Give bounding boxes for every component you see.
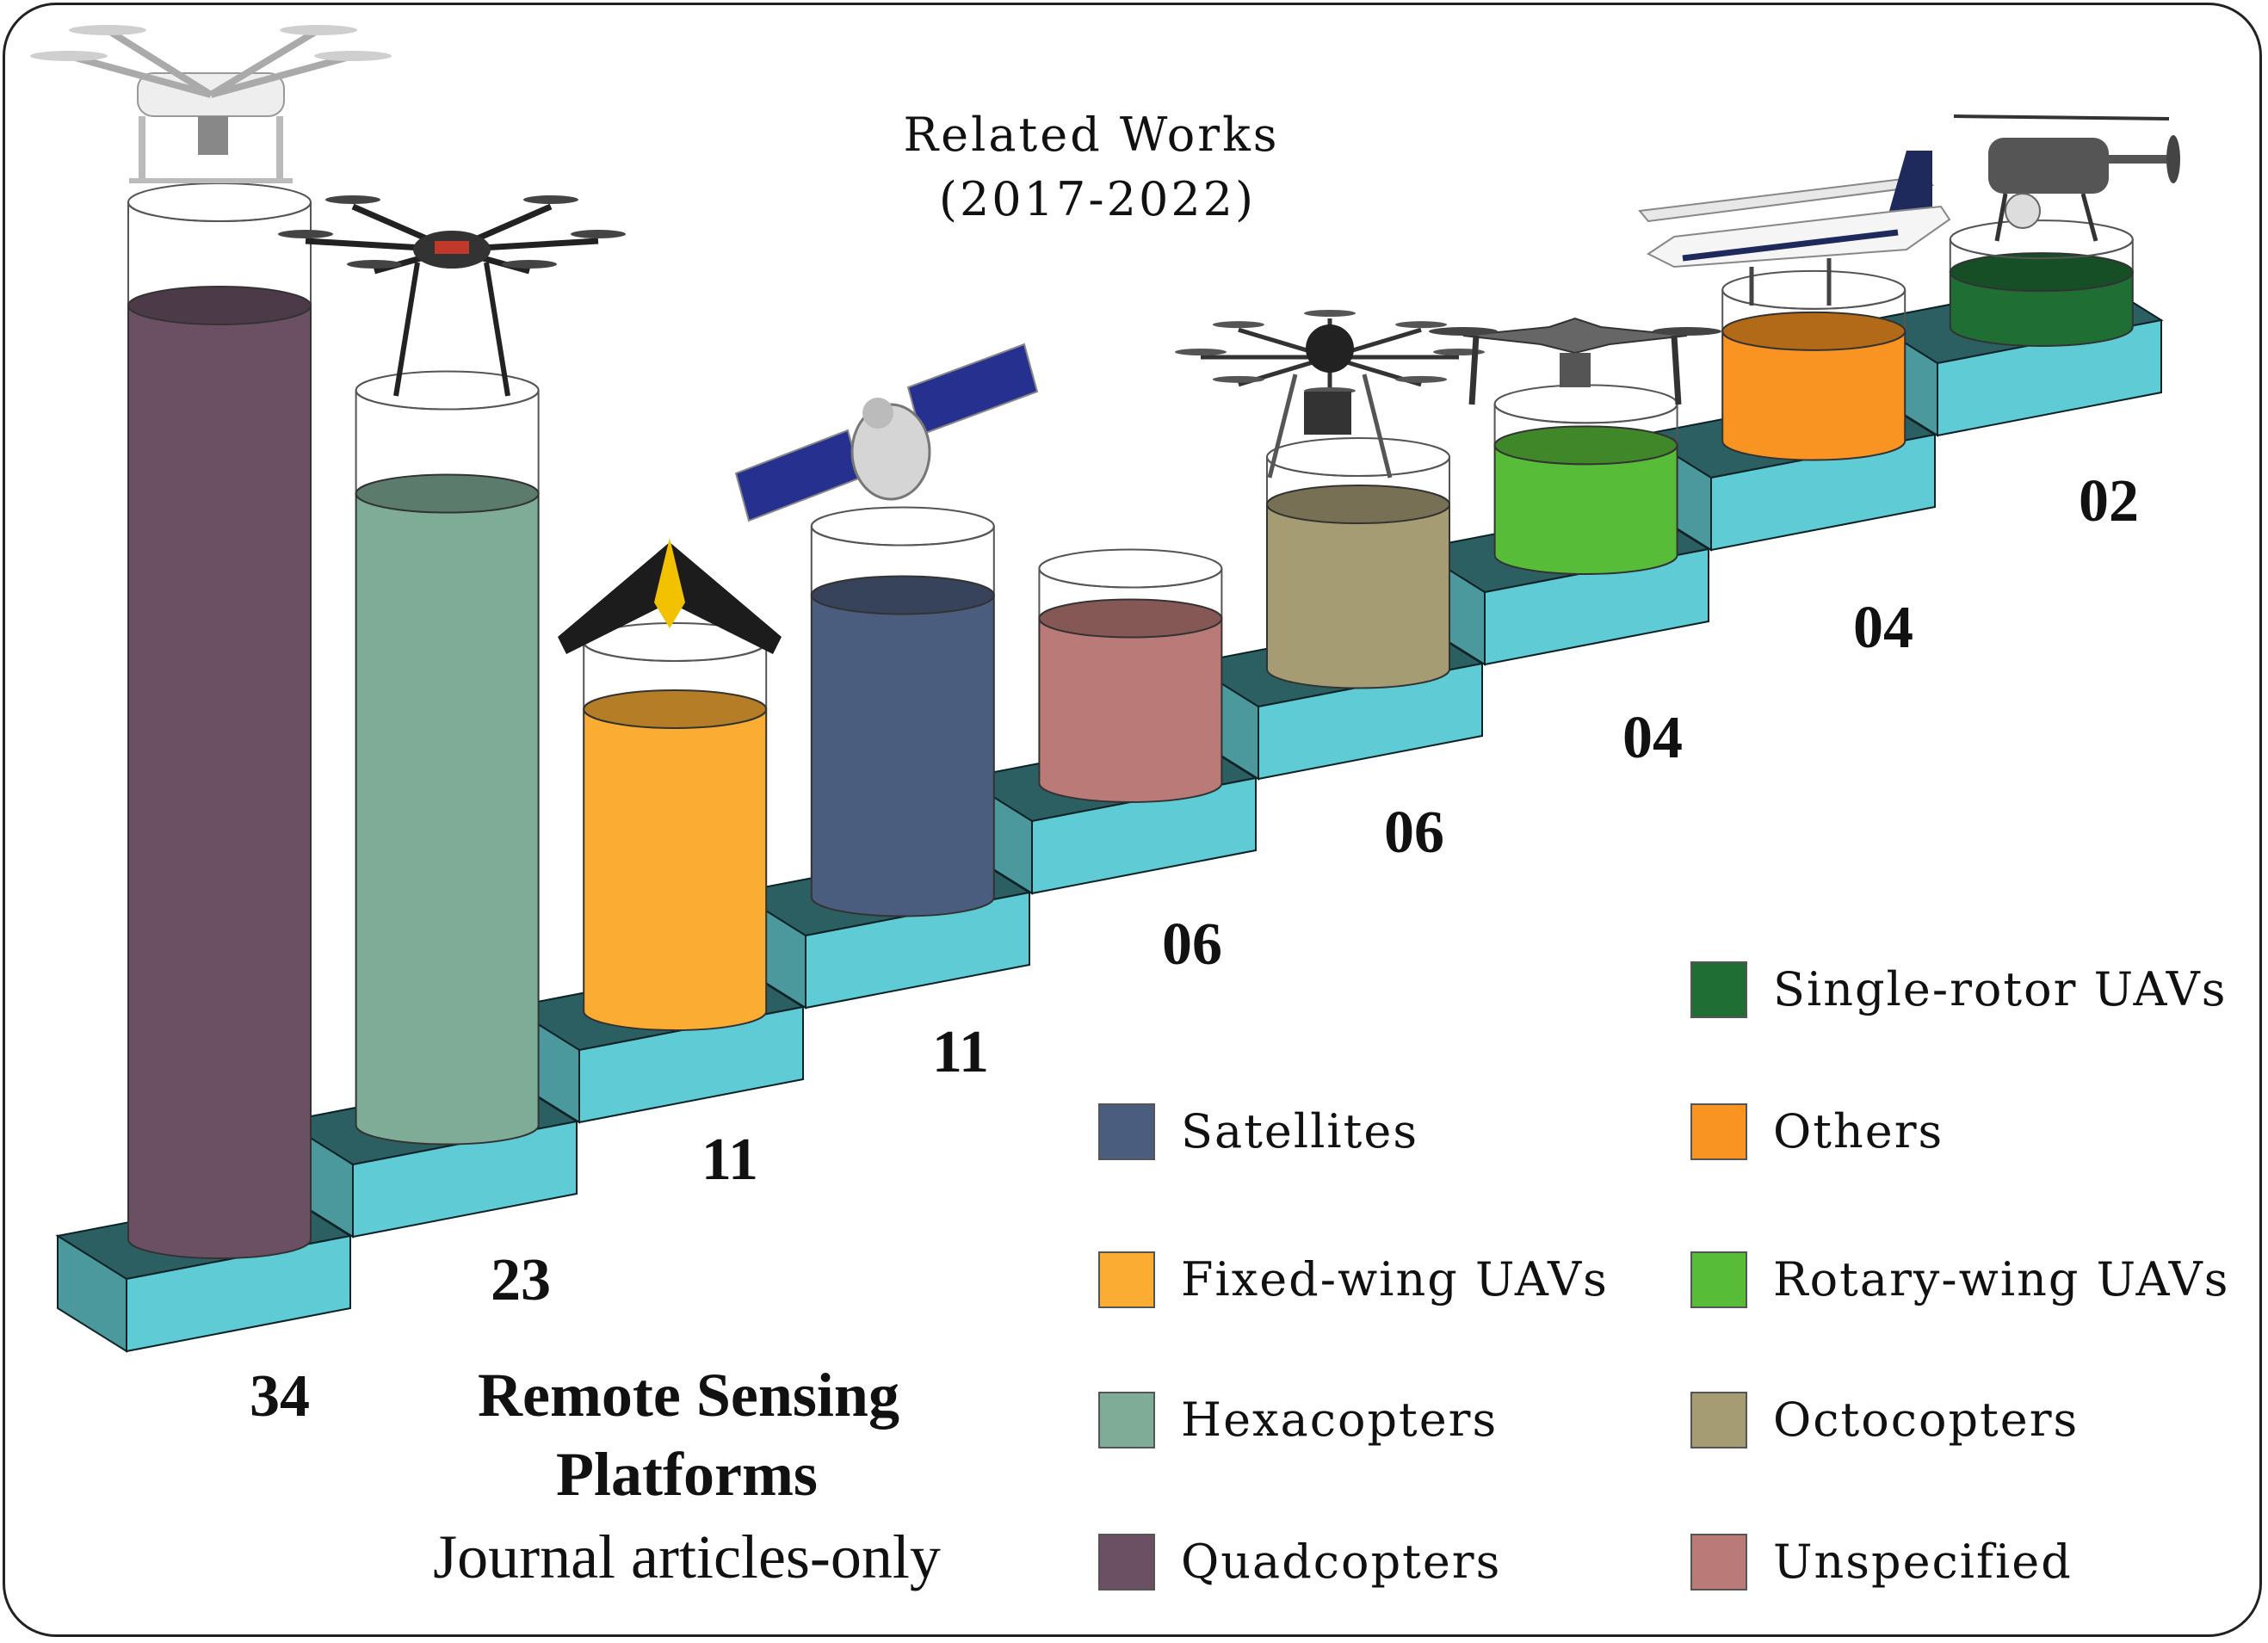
value-label: 11 — [932, 1019, 989, 1085]
chart-title-line2: (2017-2022) — [939, 172, 1256, 226]
glass-front-rim — [355, 390, 540, 411]
bar-top — [1266, 485, 1450, 525]
legend: Single-rotor UAVs Satellites Others Fixed-w… — [1098, 961, 2230, 1590]
glass-front-rim — [583, 641, 768, 662]
glass-front-rim — [127, 201, 312, 222]
hexacopter-icon — [278, 195, 626, 397]
glass-front-rim — [1949, 239, 2134, 260]
glass-front-rim — [1038, 568, 1223, 589]
quadcopter-icon — [30, 25, 392, 183]
octocopter-icon — [1175, 310, 1485, 479]
legend-label: Fixed-wing UAVs — [1181, 1252, 1609, 1306]
legend-swatch — [1690, 1251, 1747, 1308]
legend-label: Single-rotor UAVs — [1773, 962, 2227, 1016]
satellite-icon — [734, 343, 1039, 522]
caption-line3: Journal articles-only — [433, 1523, 941, 1591]
glass-front-rim — [1721, 289, 1906, 310]
glass-front-rim — [1266, 456, 1450, 478]
caption-line2: Platforms — [556, 1440, 818, 1509]
legend-swatch — [1690, 961, 1747, 1018]
legend-swatch — [1098, 1251, 1155, 1308]
value-label: 06 — [1384, 800, 1444, 866]
legend-swatch — [1690, 1534, 1747, 1590]
chart-title-line1: Related Works — [903, 108, 1279, 162]
bar-top — [355, 473, 540, 514]
value-label: 06 — [1162, 911, 1222, 978]
caption-line1: Remote Sensing — [478, 1361, 899, 1430]
glass-front-rim — [810, 526, 995, 547]
legend-label: Satellites — [1181, 1104, 1418, 1158]
single-rotor-icon — [1953, 114, 2180, 242]
bar-fixed-wing-uavs — [583, 707, 768, 1031]
value-labels: 34 23 11 11 06 06 04 04 02 — [250, 468, 2139, 1430]
legend-label: Unspecified — [1773, 1535, 2073, 1589]
bar-top — [1721, 311, 1906, 351]
bar-quadcopters — [127, 305, 312, 1259]
legend-swatch — [1690, 1392, 1747, 1448]
bar-cylinders — [127, 182, 2134, 1259]
platform-icons — [30, 25, 2180, 654]
fixed-wing-icon — [558, 538, 782, 654]
legend-swatch — [1098, 1534, 1155, 1590]
legend-swatch — [1098, 1392, 1155, 1448]
bar-satellites — [810, 594, 995, 917]
bar-unspecified — [1038, 617, 1223, 803]
legend-swatch — [1098, 1103, 1155, 1160]
glass-front-rim — [1493, 404, 1678, 424]
legend-label: Hexacopters — [1181, 1393, 1498, 1447]
bar-top — [1949, 252, 2134, 293]
value-label: 02 — [2079, 468, 2139, 534]
value-label: 11 — [701, 1127, 758, 1193]
bar-rotary-wing-uavs — [1493, 444, 1678, 575]
legend-label: Octocopters — [1773, 1393, 2079, 1447]
value-label: 04 — [1853, 595, 1913, 661]
value-label: 34 — [250, 1363, 310, 1430]
airplane-icon — [1638, 151, 1951, 306]
legend-label: Rotary-wing UAVs — [1773, 1252, 2230, 1306]
bar-top — [1493, 425, 1678, 466]
bar-top — [810, 575, 995, 615]
bar-top — [127, 286, 312, 325]
legend-label: Others — [1773, 1104, 1944, 1158]
rotary-wing-icon — [1429, 317, 1721, 405]
legend-swatch — [1690, 1103, 1747, 1160]
value-label: 04 — [1622, 705, 1683, 771]
bar-others — [1721, 330, 1906, 461]
value-label: 23 — [491, 1247, 551, 1313]
bar-hexacopters — [355, 492, 540, 1146]
bar-octocopters — [1266, 503, 1450, 689]
bar-single-rotor-uavs — [1949, 271, 2134, 347]
legend-label: Quadcopters — [1181, 1535, 1501, 1589]
bar-top — [1038, 598, 1223, 639]
bar-top — [583, 689, 768, 729]
